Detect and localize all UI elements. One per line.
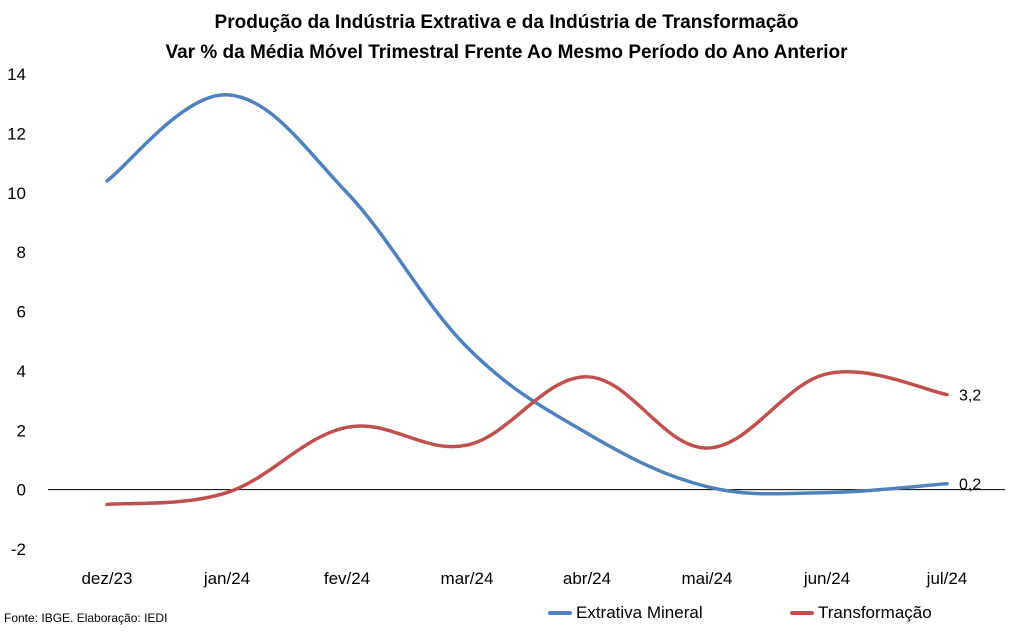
data-point [705,446,709,450]
end-value-label: 0,2 [959,477,981,494]
x-tick-label: jan/24 [203,569,250,588]
data-point [105,502,109,506]
x-tick-label: abr/24 [563,569,611,588]
series-line-extrativa [105,93,949,496]
y-axis: 14 12 10 8 6 4 2 0 -2 [7,65,1005,559]
x-tick-label: jul/24 [926,569,968,588]
data-point [105,179,109,183]
data-point [345,425,349,429]
legend-label-transformacao: Transformação [818,603,932,622]
y-tick-label: 0 [17,481,26,500]
chart-subtitle: Var % da Média Móvel Trimestral Frente A… [165,42,848,63]
series-line-transformacao [105,370,949,507]
legend-item-transformacao: Transformação [790,603,932,623]
data-point [705,485,709,489]
source-note: Fonte: IBGE. Elaboração: IEDI [4,611,168,625]
y-tick-label: 4 [17,362,26,381]
data-point [825,491,829,495]
data-point [825,372,829,376]
x-tick-label: mai/24 [681,569,732,588]
legend-label-extrativa: Extrativa Mineral [576,603,703,622]
y-tick-label: -2 [11,540,26,559]
y-tick-label: 10 [7,184,26,203]
data-point [945,393,949,397]
x-tick-label: fev/24 [324,569,370,588]
data-point [585,375,589,379]
legend-swatch-extrativa [548,611,572,615]
end-labels: 0,2 3,2 [959,388,981,494]
data-point [225,93,229,97]
series-lines [105,93,949,507]
data-point [465,345,469,349]
legend-swatch-transformacao [790,611,814,615]
data-point [225,491,229,495]
x-tick-label: mar/24 [441,569,494,588]
y-tick-label: 2 [17,421,26,440]
y-tick-label: 8 [17,243,26,262]
end-value-label: 3,2 [959,388,981,405]
data-point [945,482,949,486]
y-tick-label: 14 [7,65,26,84]
chart-title: Produção da Indústria Extrativa e da Ind… [214,12,799,33]
y-tick-label: 6 [17,303,26,322]
x-axis: dez/23 jan/24 fev/24 mar/24 abr/24 mai/24 jun/… [81,569,967,588]
data-point [585,431,589,435]
y-tick-label: 12 [7,124,26,143]
data-point [345,191,349,195]
x-tick-label: dez/23 [81,569,132,588]
legend-item-extrativa: Extrativa Mineral [548,603,703,623]
x-tick-label: jun/24 [803,569,850,588]
data-point [465,443,469,447]
